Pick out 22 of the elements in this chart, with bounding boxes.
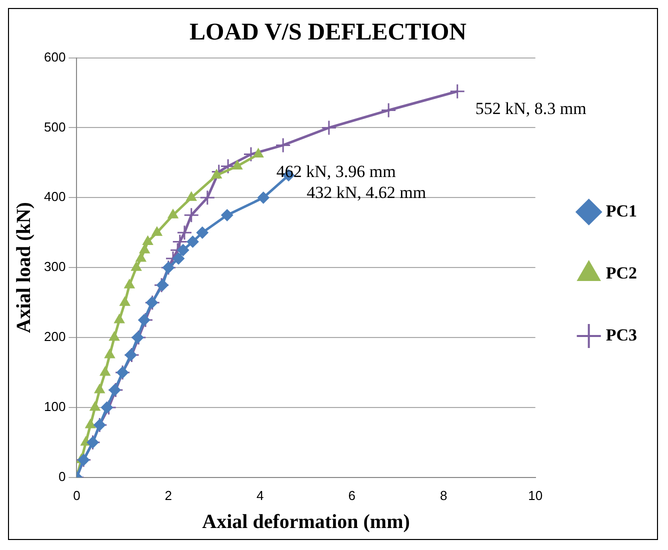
y-tick-label: 0 [58, 468, 66, 484]
y-tick-label: 400 [44, 189, 66, 204]
annotation: 432 kN, 4.62 mm [306, 182, 426, 202]
legend-label: PC3 [606, 325, 638, 344]
legend-label: PC2 [606, 263, 638, 282]
y-tick-label: 200 [44, 329, 66, 344]
x-tick-label: 8 [440, 488, 448, 503]
x-tick-label: 6 [348, 488, 356, 503]
chart-title: LOAD V/S DEFLECTION [190, 20, 468, 46]
annotation: 462 kN, 3.96 mm [276, 162, 396, 181]
legend-label: PC1 [606, 201, 638, 220]
annotation: 552 kN, 8.3 mm [475, 98, 586, 118]
y-tick-label: 600 [44, 49, 66, 64]
x-tick-label: 0 [73, 488, 80, 503]
x-tick-label: 4 [256, 488, 264, 503]
y-axis-title: Axial load (kN) [13, 202, 36, 334]
x-tick-label: 2 [164, 488, 172, 503]
y-tick-label: 300 [44, 259, 66, 274]
x-tick-label: 10 [528, 488, 543, 503]
y-tick-label: 500 [44, 119, 66, 134]
x-axis-title: Axial deformation (mm) [202, 511, 410, 534]
y-tick-label: 100 [44, 399, 66, 414]
